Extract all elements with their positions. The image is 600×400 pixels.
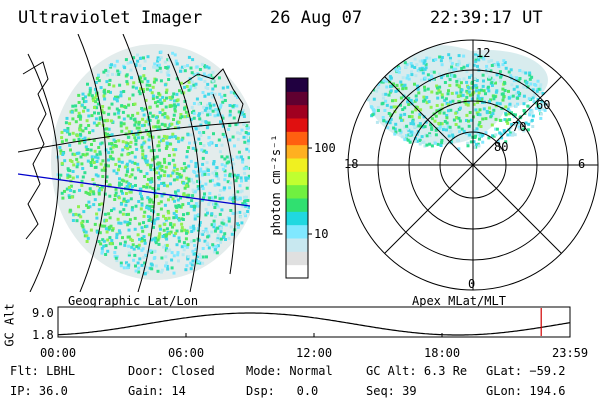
mode-value: Normal: [289, 364, 333, 378]
mlat-label-80: 80: [494, 140, 509, 154]
colorbar-segment: [286, 104, 308, 119]
mlt-label-0: 0: [468, 277, 476, 291]
header-time: 22:39:17 UT: [430, 8, 543, 28]
mlt-label-18: 18: [344, 157, 359, 171]
geo-parallel-line: [18, 121, 250, 153]
geo-map-caption: Geographic Lat/Lon: [68, 294, 199, 308]
colorbar-segment: [286, 184, 308, 199]
alt-plot-xtick: 06:00: [168, 346, 205, 360]
gcalt-label: GC Alt:: [366, 364, 417, 378]
colorbar-segment: [286, 264, 308, 279]
polar-aurora-speckle: [366, 53, 547, 151]
mlat-label-70: 70: [512, 120, 527, 134]
colorbar-segment: [286, 91, 308, 106]
gcalt-value: 6.3 Re: [423, 364, 468, 378]
mlt-label-12: 12: [476, 46, 491, 60]
flt-value: LBHL: [46, 364, 76, 378]
glon-label: GLon:: [486, 384, 523, 398]
header-date: 26 Aug 07: [270, 8, 363, 28]
glon-value: 194.6: [529, 384, 566, 398]
alt-plot-ymin: 1.8: [32, 328, 54, 342]
glat-value: −59.2: [529, 364, 566, 378]
geo-meridian-line: [27, 53, 59, 292]
dsp-label: Dsp:: [246, 384, 275, 398]
colorbar-tick-label: 10: [314, 227, 329, 241]
colorbar-segment: [286, 144, 308, 159]
door-label: Door:: [128, 364, 165, 378]
geo-meridian-line: [167, 53, 201, 292]
colorbar-segment: [286, 171, 308, 186]
polar-map-caption: Apex MLat/MLT: [412, 294, 506, 308]
alt-plot-xtick: 18:00: [424, 346, 461, 360]
page-title: Ultraviolet Imager: [18, 8, 203, 28]
alt-plot: [57, 306, 571, 338]
colorbar-segment: [286, 251, 308, 266]
geo-meridian-line: [212, 93, 236, 275]
mlat-label-60: 60: [536, 98, 551, 112]
colorbar-segment: [286, 224, 308, 239]
colorbar-segment: [286, 211, 308, 226]
geo-coastline: [182, 68, 244, 123]
ip-label: IP:: [10, 384, 32, 398]
colorbar-segment: [286, 78, 308, 92]
mode-label: Mode:: [246, 364, 283, 378]
geo-aurora-speckle: [56, 50, 250, 276]
gain-value: 14: [171, 384, 186, 398]
alt-orbit-curve: [57, 312, 571, 336]
alt-plot-xtick: 00:00: [40, 346, 77, 360]
geo-meridian-line: [77, 34, 107, 292]
glat-label: GLat:: [486, 364, 523, 378]
geo-coastline: [22, 61, 49, 240]
alt-plot-ymax: 9.0: [32, 306, 54, 320]
colorbar-segment: [286, 131, 308, 146]
seq-value: 39: [402, 384, 417, 398]
dsp-value: 0.0: [296, 384, 319, 398]
alt-plot-xtick: 23:59: [552, 346, 589, 360]
polar-map: [347, 39, 599, 291]
geo-meridian-line: [122, 34, 156, 292]
geo-map: [18, 34, 250, 292]
ip-value: 36.0: [38, 384, 68, 398]
colorbar-tick-label: 100: [314, 141, 336, 155]
colorbar-segment: [286, 158, 308, 172]
flt-label: Flt:: [10, 364, 39, 378]
gain-label: Gain:: [128, 384, 165, 398]
seq-label: Seq:: [366, 384, 395, 398]
colorbar-label: photon cm⁻²s⁻¹: [269, 134, 283, 236]
colorbar: [285, 77, 312, 279]
mlt-label-6: 6: [578, 157, 586, 171]
colorbar-segment: [286, 198, 308, 212]
door-value: Closed: [171, 364, 215, 378]
alt-plot-xtick: 12:00: [296, 346, 333, 360]
alt-plot-ylabel: GC Alt: [2, 303, 17, 347]
colorbar-segment: [286, 118, 308, 132]
colorbar-segment: [286, 238, 308, 252]
polar-spoke: [384, 76, 562, 254]
geo-equator-line: [18, 173, 250, 207]
